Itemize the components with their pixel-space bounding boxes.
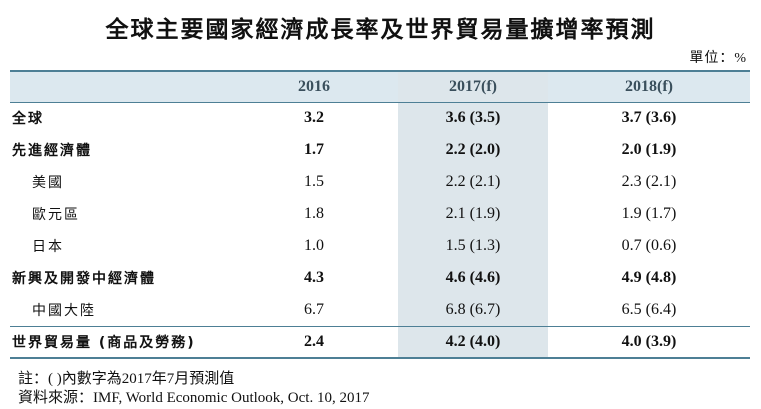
- cell: 6.7: [304, 300, 324, 318]
- cell: 3.7 (3.6): [621, 109, 677, 127]
- table-row: 世界貿易量 (商品及勞務) 2.4 4.2 (4.0) 4.0 (3.9): [10, 326, 750, 358]
- cell: 4.3: [304, 269, 324, 286]
- cell: 2.4: [304, 332, 324, 350]
- cell: 3.2: [304, 109, 324, 127]
- cell: 4.2 (4.0): [398, 326, 548, 358]
- header-cell: [10, 71, 230, 102]
- note: 註：( )內數字為2017年7月預測值: [18, 371, 235, 387]
- cell: 1.9 (1.7): [621, 205, 677, 222]
- row-label: 全球: [12, 111, 44, 128]
- source: 資料來源：IMF, World Economic Outlook, Oct. 1…: [18, 390, 370, 406]
- header-cell: 2016: [298, 77, 330, 95]
- cell: 2.2 (2.1): [398, 166, 548, 198]
- data-table: 2016 2017(f) 2018(f) 全球 3.2 3.6 (3.5) 3.7 (3.…: [10, 70, 750, 359]
- row-label: 先進經濟體: [12, 143, 92, 159]
- cell: 4.6 (4.6): [398, 262, 548, 294]
- cell: 6.5 (6.4): [621, 300, 677, 318]
- header-cell: 2018(f): [625, 77, 673, 95]
- cell: 2.1 (1.9): [398, 198, 548, 230]
- notes: 註：( )內數字為2017年7月預測值 資料來源：IMF, World Econ…: [18, 370, 369, 408]
- table-row: 歐元區 1.8 2.1 (1.9) 1.9 (1.7): [10, 198, 750, 230]
- row-label: 中國大陸: [32, 302, 96, 319]
- cell: 4.0 (3.9): [621, 332, 677, 350]
- table-row: 先進經濟體 1.7 2.2 (2.0) 2.0 (1.9): [10, 134, 750, 166]
- title: 全球主要國家經濟成長率及世界貿易量擴增率預測: [105, 17, 656, 42]
- cell: 2.0 (1.9): [621, 141, 677, 158]
- cell: 0.7 (0.6): [621, 237, 677, 254]
- cell: 1.8: [304, 205, 324, 222]
- header-cell: 2017(f): [398, 71, 548, 102]
- header-row: 2016 2017(f) 2018(f): [10, 71, 750, 102]
- table-row: 日本 1.0 1.5 (1.3) 0.7 (0.6): [10, 230, 750, 262]
- cell: 1.7: [304, 141, 324, 158]
- row-label: 世界貿易量 (商品及勞務): [12, 334, 196, 351]
- table-row: 中國大陸 6.7 6.8 (6.7) 6.5 (6.4): [10, 294, 750, 326]
- cell: 3.6 (3.5): [398, 102, 548, 134]
- unit: 單位：%: [689, 51, 747, 66]
- cell: 2.2 (2.0): [398, 134, 548, 166]
- cell: 2.3 (2.1): [621, 173, 677, 190]
- table-row: 美國 1.5 2.2 (2.1) 2.3 (2.1): [10, 166, 750, 198]
- cell: 4.9 (4.8): [621, 269, 677, 286]
- row-label: 歐元區: [32, 207, 80, 223]
- table-row: 新興及開發中經濟體 4.3 4.6 (4.6) 4.9 (4.8): [10, 262, 750, 294]
- table-row: 全球 3.2 3.6 (3.5) 3.7 (3.6): [10, 102, 750, 134]
- row-label: 美國: [32, 175, 64, 191]
- cell: 1.0: [304, 237, 324, 254]
- row-label: 新興及開發中經濟體: [12, 271, 156, 287]
- cell: 1.5 (1.3): [398, 230, 548, 262]
- cell: 1.5: [304, 173, 324, 190]
- row-label: 日本: [32, 239, 64, 255]
- cell: 6.8 (6.7): [398, 294, 548, 326]
